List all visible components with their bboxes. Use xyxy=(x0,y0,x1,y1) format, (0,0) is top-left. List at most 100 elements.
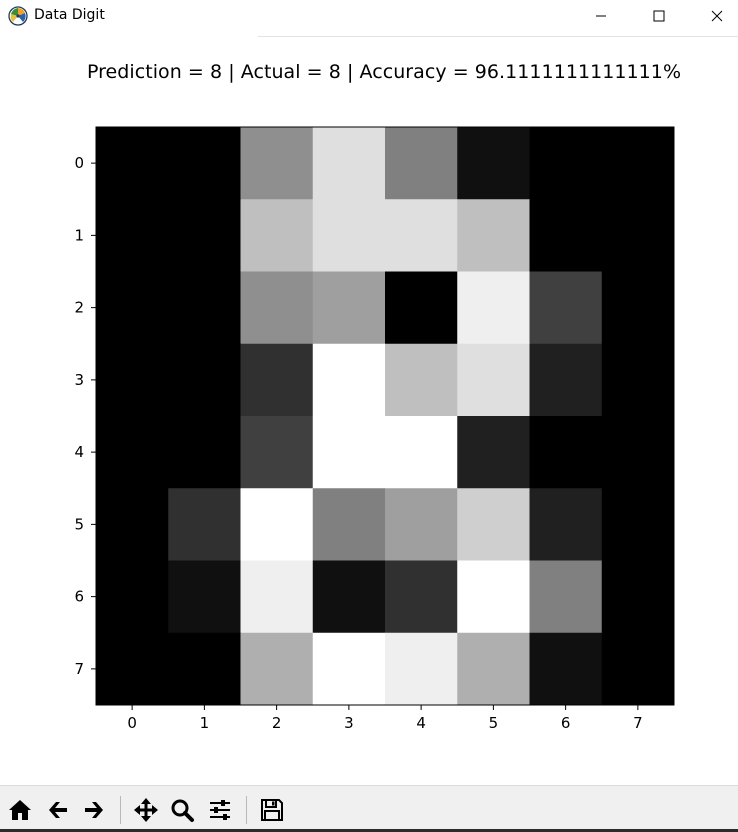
pixel-cell-r5-c2 xyxy=(240,488,314,561)
y-tick-label: 0 xyxy=(74,154,84,172)
back-button[interactable] xyxy=(42,794,74,826)
maximize-icon xyxy=(653,10,665,22)
pixel-cell-r0-c1 xyxy=(168,127,241,200)
pixel-cell-r2-c3 xyxy=(312,271,386,345)
y-tick-label: 6 xyxy=(74,588,84,606)
pixel-cell-r1-c6 xyxy=(529,199,603,272)
save-icon xyxy=(261,799,283,821)
pixel-cell-r6-c0 xyxy=(96,560,169,634)
pixel-cell-r4-c5 xyxy=(457,416,530,489)
y-tick-label: 5 xyxy=(74,515,84,533)
x-tick-label: 0 xyxy=(127,714,137,732)
digit-heatmap: 0 1 2 3 4 5 6 7 0 1 2 3 4 5 6 7 xyxy=(74,126,675,732)
pixel-cell-r1-c1 xyxy=(168,199,241,272)
pixel-cell-r1-c0 xyxy=(96,199,169,272)
pixel-cell-r7-c3 xyxy=(312,632,386,706)
pixel-cell-r4-c2 xyxy=(240,416,314,489)
save-button[interactable] xyxy=(256,794,288,826)
pixel-cell-r7-c7 xyxy=(601,632,675,706)
y-tick-label: 2 xyxy=(74,299,84,317)
app-icon xyxy=(8,6,28,26)
back-icon xyxy=(49,802,67,818)
pixel-cell-r7-c4 xyxy=(385,632,458,706)
navigation-toolbar xyxy=(0,785,738,832)
pixel-cell-r1-c3 xyxy=(312,199,386,272)
pixel-cell-r7-c5 xyxy=(457,632,530,706)
forward-button[interactable] xyxy=(78,794,110,826)
minimize-icon xyxy=(596,15,606,17)
y-tick-label: 4 xyxy=(74,443,84,461)
pixel-cell-r0-c4 xyxy=(385,127,458,200)
pixel-cell-r7-c6 xyxy=(529,632,603,706)
pixel-cell-r4-c3 xyxy=(312,416,386,489)
pixel-cell-r6-c7 xyxy=(601,560,675,634)
title-bar: Data Digit xyxy=(0,0,738,34)
pixel-cell-r5-c7 xyxy=(601,488,675,561)
pixel-cell-r2-c0 xyxy=(96,271,169,345)
pixel-cell-r0-c2 xyxy=(240,127,314,200)
y-tick-label: 3 xyxy=(74,371,84,389)
configure-subplots-button[interactable] xyxy=(204,794,236,826)
window-title: Data Digit xyxy=(34,7,105,23)
pixel-cell-r5-c1 xyxy=(168,488,241,561)
home-icon xyxy=(9,800,31,820)
title-separator xyxy=(258,36,738,37)
pixel-cell-r6-c6 xyxy=(529,560,603,634)
pixel-cell-r3-c3 xyxy=(312,343,386,417)
pixel-cell-r0-c3 xyxy=(312,127,386,200)
toolbar-separator xyxy=(246,796,247,824)
x-tick-label: 2 xyxy=(272,714,282,732)
pixel-cell-r2-c4 xyxy=(385,271,458,345)
pixel-cell-r7-c0 xyxy=(96,632,169,706)
pixel-cell-r0-c6 xyxy=(529,127,603,200)
zoom-button[interactable] xyxy=(166,794,198,826)
forward-icon xyxy=(85,802,103,818)
pixel-cell-r5-c5 xyxy=(457,488,530,561)
close-button[interactable] xyxy=(694,0,738,32)
x-tick-label: 7 xyxy=(633,714,643,732)
pixel-cell-r6-c1 xyxy=(168,560,241,634)
pixel-cell-r7-c1 xyxy=(168,632,241,706)
axes-frame xyxy=(95,126,675,706)
figure-canvas: 0 1 2 3 4 5 6 7 0 1 2 3 4 5 6 7 xyxy=(0,37,738,785)
pixel-cell-r5-c0 xyxy=(96,488,169,561)
pixel-cell-r3-c1 xyxy=(168,343,241,417)
zoom-icon xyxy=(171,799,194,822)
pixel-cell-r4-c7 xyxy=(601,416,675,489)
pixel-cell-r4-c0 xyxy=(96,416,169,489)
pixel-cell-r0-c0 xyxy=(96,127,169,200)
pan-button[interactable] xyxy=(130,794,162,826)
pixel-cell-r4-c4 xyxy=(385,416,458,489)
pixel-cell-r0-c5 xyxy=(457,127,530,200)
pixel-cell-r2-c5 xyxy=(457,271,530,345)
close-icon xyxy=(711,10,723,22)
minimize-button[interactable] xyxy=(578,0,624,32)
pixel-cell-r4-c1 xyxy=(168,416,241,489)
pixel-cell-r7-c2 xyxy=(240,632,314,706)
x-tick-label: 1 xyxy=(200,714,210,732)
pixel-cell-r6-c5 xyxy=(457,560,530,634)
pixel-cell-r6-c3 xyxy=(312,560,386,634)
pixel-cell-r5-c3 xyxy=(312,488,386,561)
pixel-cell-r2-c2 xyxy=(240,271,314,345)
pixel-cell-r3-c2 xyxy=(240,343,314,417)
pixel-cell-r1-c5 xyxy=(457,199,530,272)
pixel-cell-r0-c7 xyxy=(601,127,675,200)
home-button[interactable] xyxy=(4,794,36,826)
pixel-cell-r2-c6 xyxy=(529,271,603,345)
x-tick-label: 6 xyxy=(561,714,571,732)
maximize-button[interactable] xyxy=(636,0,682,32)
pan-icon xyxy=(134,798,158,822)
configure-subplots-icon xyxy=(210,800,230,820)
pixel-cell-r3-c7 xyxy=(601,343,675,417)
plot-title: Prediction = 8 | Actual = 8 | Accuracy =… xyxy=(86,61,682,83)
toolbar-separator xyxy=(120,796,121,824)
pixel-cell-r6-c4 xyxy=(385,560,458,634)
y-tick-label: 1 xyxy=(74,226,84,244)
x-tick-label: 4 xyxy=(416,714,426,732)
pixel-cell-r5-c6 xyxy=(529,488,603,561)
pixel-cell-r2-c7 xyxy=(601,271,675,345)
pixel-cell-r3-c6 xyxy=(529,343,603,417)
pixel-cell-r3-c5 xyxy=(457,343,530,417)
pixel-cell-r5-c4 xyxy=(385,488,458,561)
